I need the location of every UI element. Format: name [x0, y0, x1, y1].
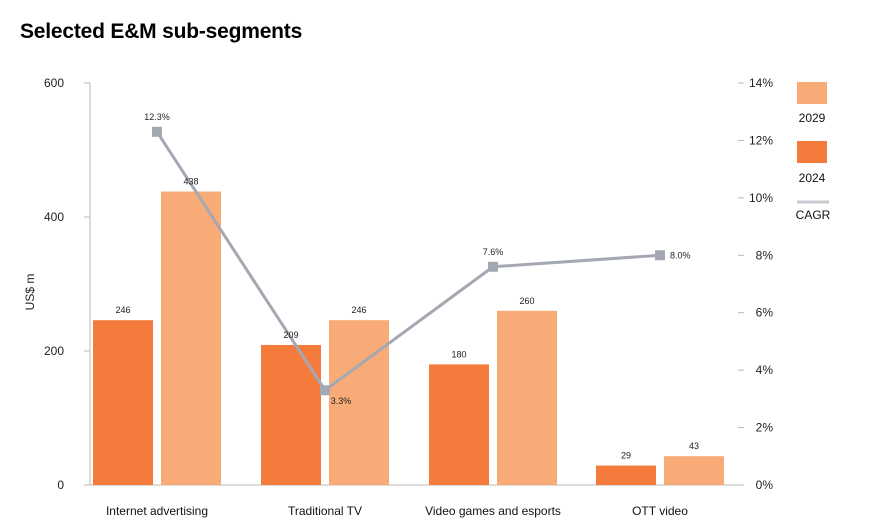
right-tick-label: 10% — [749, 191, 773, 205]
category-label: OTT video — [632, 504, 688, 518]
left-tick-label: 600 — [44, 76, 64, 90]
chart-title: Selected E&M sub-segments — [20, 20, 303, 43]
category-label: Video games and esports — [425, 504, 561, 518]
bar-2024 — [596, 465, 656, 485]
bar-2029 — [329, 320, 389, 485]
bar-value-label: 209 — [283, 330, 298, 340]
bar-2029 — [497, 310, 557, 485]
cagr-point — [655, 250, 665, 261]
category-label: Traditional TV — [288, 504, 362, 518]
left-tick-label: 200 — [44, 344, 64, 358]
right-tick-label: 2% — [756, 421, 774, 435]
left-tick-label: 400 — [44, 210, 64, 224]
cagr-value-label: 3.3% — [331, 396, 352, 406]
right-tick-label: 12% — [749, 133, 773, 147]
bar-2029 — [664, 456, 724, 485]
legend-label-cagr: CAGR — [796, 208, 831, 222]
bar-value-label: 43 — [689, 441, 699, 451]
cagr-value-label: 8.0% — [670, 250, 691, 260]
bar-2024 — [429, 364, 489, 485]
legend-swatch-2029 — [797, 82, 827, 104]
cagr-line — [155, 130, 661, 393]
left-tick-label: 0 — [57, 478, 64, 492]
cagr-value-label: 7.6% — [483, 247, 504, 257]
bar-value-label: 260 — [519, 296, 534, 306]
cagr-point — [488, 261, 498, 272]
y-axis-label: US$ m — [23, 274, 37, 311]
legend-swatch-2024 — [797, 141, 827, 163]
right-tick-label: 14% — [749, 76, 773, 90]
right-tick-label: 0% — [756, 478, 774, 492]
bar-value-label: 29 — [621, 451, 631, 461]
right-tick-label: 4% — [756, 363, 774, 377]
bar-2024 — [261, 344, 321, 485]
legend-label-2024: 2024 — [799, 171, 826, 185]
legend-label-2029: 2029 — [799, 111, 826, 125]
cagr-point — [320, 385, 330, 396]
cagr-value-label: 12.3% — [144, 112, 170, 122]
bar-value-label: 180 — [451, 349, 466, 359]
right-tick-label: 6% — [756, 306, 774, 320]
bar-value-label: 438 — [183, 177, 198, 187]
category-label: Internet advertising — [106, 504, 208, 518]
bar-2024 — [93, 320, 153, 485]
bar-value-label: 246 — [115, 305, 130, 315]
bar-2029 — [161, 191, 221, 486]
right-tick-label: 8% — [756, 248, 774, 262]
bar-value-label: 246 — [351, 305, 366, 315]
cagr-point — [152, 126, 162, 137]
